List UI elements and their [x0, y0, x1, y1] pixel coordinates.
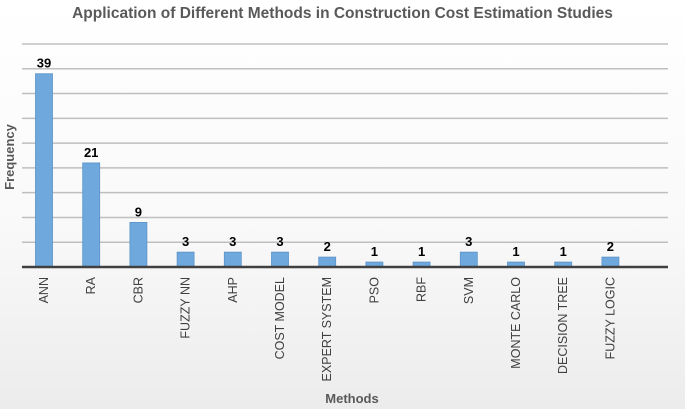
x-tick-labels: ANN RA CBR FUZZY NN AHP COST MODEL EXPERT SYST…	[37, 276, 617, 381]
chart-title: Application of Different Methods in Cons…	[72, 5, 613, 22]
x-tick-label: DECISION TREE	[556, 277, 570, 374]
bar-ann	[35, 73, 53, 268]
data-label: 21	[84, 145, 98, 160]
y-axis-title: Frequency	[2, 123, 17, 190]
x-axis-title: Methods	[325, 391, 378, 406]
bar-ra	[82, 162, 101, 268]
x-tick-label: SVM	[462, 277, 476, 304]
data-label: 1	[512, 244, 519, 259]
x-tick-label: FUZZY NN	[179, 277, 193, 339]
x-tick-label: AHP	[226, 277, 240, 303]
x-tick-label: COST MODEL	[273, 277, 287, 359]
bar-fuzzy-nn	[176, 251, 195, 268]
x-tick-label: RA	[84, 276, 98, 294]
gridlines	[22, 43, 668, 243]
bars	[35, 73, 620, 268]
x-tick-label: FUZZY LOGIC	[603, 277, 617, 359]
x-tick-label: CBR	[131, 277, 145, 303]
bar-fuzzy-logic	[601, 256, 620, 268]
data-label: 1	[371, 244, 378, 259]
bar-svm	[459, 251, 478, 268]
bar-cbr	[129, 221, 148, 268]
bar-cost-model	[271, 251, 289, 268]
data-label: 9	[135, 204, 142, 219]
data-label: 39	[37, 56, 51, 71]
data-label: 3	[465, 234, 472, 249]
x-tick-label: RBF	[415, 277, 429, 302]
data-label: 3	[229, 234, 236, 249]
bar-ahp	[223, 251, 242, 268]
x-tick-label: EXPERT SYSTEM	[320, 277, 334, 381]
data-label: 2	[607, 239, 614, 254]
data-label: 3	[182, 234, 189, 249]
data-label: 1	[560, 244, 567, 259]
x-tick-label: PSO	[367, 277, 381, 304]
data-label: 3	[276, 234, 283, 249]
data-label: 1	[418, 244, 425, 259]
x-tick-label: MONTE CARLO	[509, 277, 523, 369]
x-tick-label: ANN	[37, 277, 51, 303]
bar-expert-system	[318, 256, 337, 268]
data-label: 2	[324, 239, 331, 254]
